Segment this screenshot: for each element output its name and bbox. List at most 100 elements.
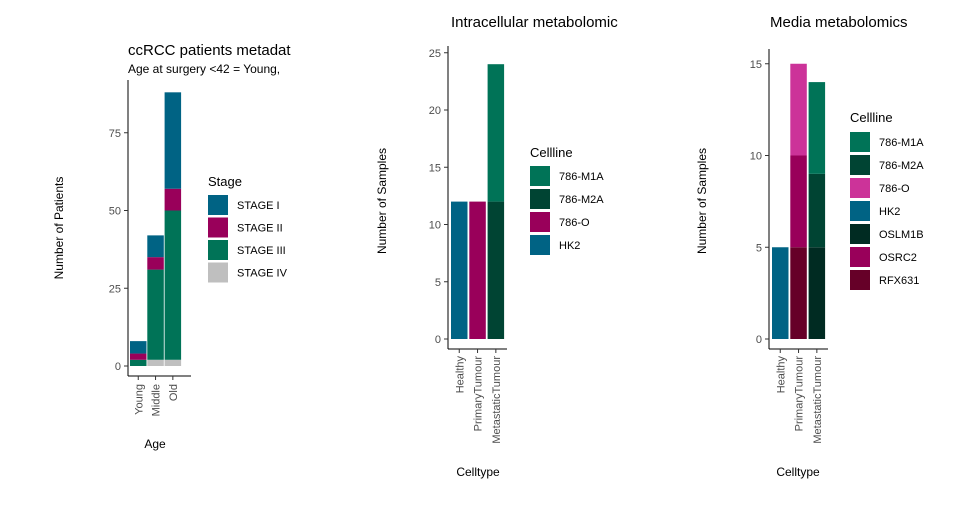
- legend-key-786-m2a: [530, 189, 550, 209]
- axes: 0 5 10 15 20 25 Healthy PrimaryTumour Metastatic…: [429, 46, 507, 444]
- chart-title: ccRCC patients metadat: [128, 42, 291, 59]
- legend-label: 786-M1A: [559, 171, 604, 183]
- y-tick-label: 50: [109, 206, 121, 218]
- legend: Stage STAGE I STAGE II STAGE III STAGE IV: [208, 174, 288, 283]
- chart-subtitle: Age at surgery <42 = Young,: [128, 62, 280, 76]
- x-axis-label: Celltype: [456, 465, 500, 479]
- y-axis-label: Number of Patients: [52, 177, 66, 280]
- legend-key-stage-iii: [208, 240, 228, 260]
- y-tick-label: 0: [115, 361, 121, 373]
- bar-middle-stage-i: [147, 235, 164, 258]
- legend-label: 786-O: [879, 183, 910, 195]
- x-tick-label: PrimaryTumour: [794, 356, 806, 432]
- y-tick-label: 25: [109, 283, 121, 295]
- bar-old-stage-i: [164, 92, 182, 189]
- x-tick-label: MetastaticTumour: [491, 356, 503, 444]
- bar-young-stage-i: [130, 341, 147, 354]
- bar-old-stage-iv: [164, 359, 182, 366]
- x-tick-label: Middle: [151, 384, 163, 416]
- bar-primarytumour-rfx631: [790, 247, 807, 339]
- panel-intracellular: Intracellular metabolomic Number of Samp…: [375, 14, 618, 479]
- x-tick-label: Healthy: [775, 356, 787, 394]
- y-tick-label: 0: [435, 334, 441, 346]
- legend-label: STAGE III: [237, 245, 286, 257]
- bar-young-stage-ii: [130, 353, 147, 360]
- chart-title: Media metabolomics: [770, 14, 908, 31]
- bar-primarytumour-osrc2: [790, 155, 807, 248]
- bar-old-stage-iii: [164, 210, 182, 360]
- legend-key-hk2: [530, 235, 550, 255]
- legend-title: Stage: [208, 174, 242, 189]
- x-tick-label: MetastaticTumour: [812, 356, 824, 444]
- y-tick-label: 75: [109, 128, 121, 140]
- bar-layer: [130, 92, 182, 366]
- bar-middle-stage-iii: [147, 269, 164, 360]
- x-tick-label: PrimaryTumour: [473, 356, 485, 432]
- legend-key-786-o: [530, 212, 550, 232]
- x-axis-label: Celltype: [776, 465, 820, 479]
- y-tick-label: 15: [429, 162, 441, 174]
- bar-metastatictumour-oslm1b: [808, 247, 826, 339]
- y-tick-label: 0: [756, 334, 762, 346]
- legend-key-786-m1a: [850, 132, 870, 152]
- y-tick-label: 25: [429, 48, 441, 60]
- legend-key-786-m2a: [850, 155, 870, 175]
- y-tick-label: 15: [750, 59, 762, 71]
- x-tick-label: Healthy: [454, 356, 466, 394]
- y-axis-label: Number of Samples: [695, 148, 709, 254]
- legend-key-786-o: [850, 178, 870, 198]
- panel-patients: ccRCC patients metadat Age at surgery <4…: [52, 42, 291, 451]
- legend: Cellline 786-M1A 786-M2A 786-O HK2 OSLM1B OSRC…: [850, 110, 924, 290]
- legend-key-oslm1b: [850, 224, 870, 244]
- bar-layer: [772, 63, 826, 339]
- legend-label: HK2: [879, 206, 900, 218]
- bar-healthy-hk2: [772, 247, 789, 339]
- x-axis-label: Age: [144, 437, 166, 451]
- axes: 0 25 50 75 Young Middle Old: [109, 80, 191, 416]
- legend-key-rfx631: [850, 270, 870, 290]
- bar-middle-stage-ii: [147, 257, 164, 270]
- legend-label: HK2: [559, 240, 580, 252]
- legend-key-stage-ii: [208, 217, 228, 238]
- legend-key-stage-iv: [208, 262, 228, 283]
- legend-key-786-m1a: [530, 166, 550, 186]
- legend: Cellline 786-M1A 786-M2A 786-O HK2: [530, 145, 604, 255]
- axes: 0 5 10 15 Healthy PrimaryTumour MetastaticTumo…: [750, 49, 828, 444]
- legend-label: OSLM1B: [879, 229, 924, 241]
- y-tick-label: 5: [435, 277, 441, 289]
- bar-healthy-hk2: [451, 201, 468, 339]
- legend-label: STAGE I: [237, 200, 280, 212]
- y-tick-label: 10: [429, 220, 441, 232]
- legend-label: 786-M2A: [879, 160, 924, 172]
- bar-middle-stage-iv: [147, 359, 164, 366]
- legend-title: Cellline: [850, 110, 893, 125]
- bar-old-stage-ii: [164, 188, 182, 211]
- legend-key-osrc2: [850, 247, 870, 267]
- bar-layer: [451, 64, 505, 339]
- chart-title: Intracellular metabolomic: [451, 14, 618, 31]
- legend-key-hk2: [850, 201, 870, 221]
- bar-primarytumour-786-o: [469, 201, 486, 339]
- legend-title: Cellline: [530, 145, 573, 160]
- bar-metastatictumour-786-m1a: [487, 64, 505, 202]
- bar-metastatictumour-786-m2a: [808, 173, 826, 248]
- legend-label: RFX631: [879, 275, 919, 287]
- y-axis-label: Number of Samples: [375, 148, 389, 254]
- legend-label: OSRC2: [879, 252, 917, 264]
- bar-metastatictumour-786-m1a: [808, 82, 826, 174]
- legend-key-stage-i: [208, 195, 228, 215]
- panel-media: Media metabolomics Number of Samples Cel…: [695, 14, 924, 479]
- bar-primarytumour-786-o: [790, 63, 807, 156]
- legend-label: STAGE IV: [237, 268, 288, 280]
- legend-label: 786-M1A: [879, 137, 924, 149]
- y-tick-label: 10: [750, 151, 762, 163]
- y-tick-label: 5: [756, 242, 762, 254]
- y-tick-label: 20: [429, 105, 441, 117]
- bar-young-stage-iii: [130, 359, 147, 366]
- legend-label: 786-O: [559, 217, 590, 229]
- legend-label: STAGE II: [237, 223, 283, 235]
- legend-label: 786-M2A: [559, 194, 604, 206]
- x-tick-label: Old: [168, 384, 180, 401]
